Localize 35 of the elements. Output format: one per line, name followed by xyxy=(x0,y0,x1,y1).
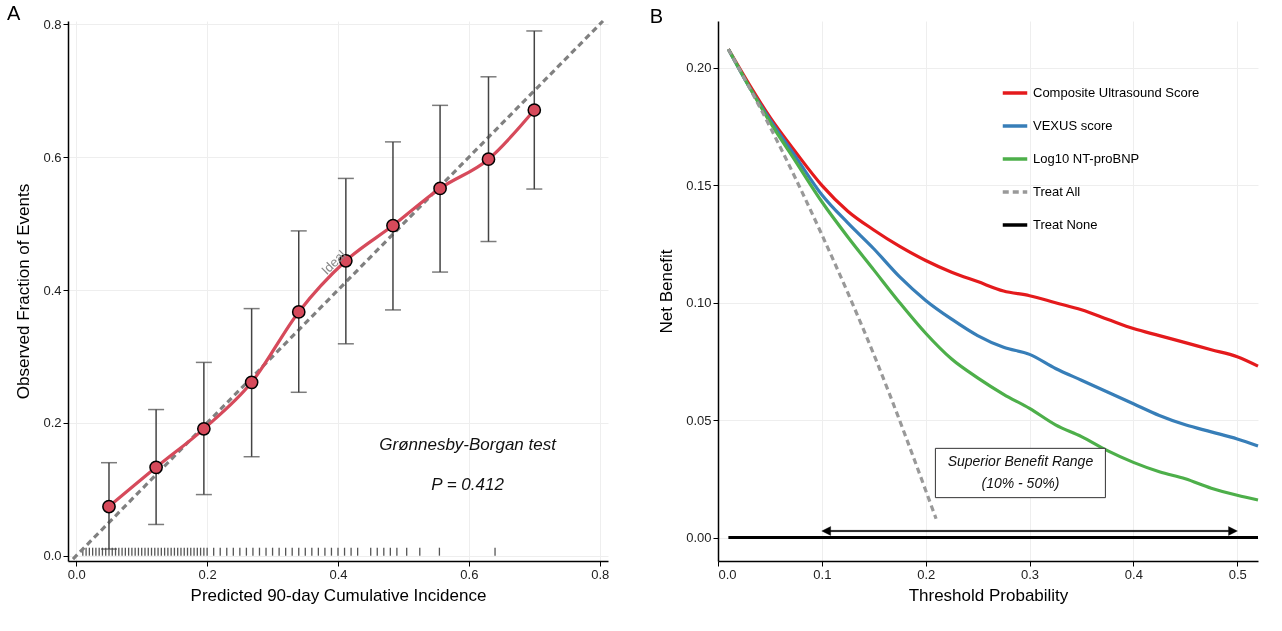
annotation: Superior Benefit Range (10% - 50%) xyxy=(947,453,1094,491)
y-axis-title: Observed Fraction of Events xyxy=(14,183,34,400)
x-tick-label: 0.4 xyxy=(329,566,348,582)
x-tick-label: 0.6 xyxy=(460,566,479,582)
y-tick-label: 0.8 xyxy=(43,16,62,32)
y-tick-label: 0.05 xyxy=(686,412,712,428)
y-tick-label: 0.2 xyxy=(43,415,62,431)
x-tick-label: 0.4 xyxy=(1124,566,1143,582)
y-tick-label: 0.6 xyxy=(43,149,62,165)
y-axis-title: Net Benefit xyxy=(657,249,677,334)
x-tick-label: 0.1 xyxy=(813,566,832,582)
annotation: Grønnesby-Borgan test xyxy=(379,434,558,454)
x-tick-label: 0.0 xyxy=(67,566,86,582)
x-tick-label: 0.5 xyxy=(1228,566,1247,582)
y-tick-label: 0.0 xyxy=(43,548,62,564)
x-axis-title: Predicted 90-day Cumulative Incidence xyxy=(190,585,487,605)
legend-label: Log10 NT-proBNP xyxy=(1033,151,1140,166)
x-tick-label: 0.0 xyxy=(718,566,737,582)
legend-label: Treat None xyxy=(1033,217,1098,232)
x-tick-label: 0.2 xyxy=(917,566,936,582)
y-tick-label: 0.10 xyxy=(686,295,712,311)
y-tick-label: 0.15 xyxy=(686,177,712,193)
annotation: P = 0.412 xyxy=(431,474,505,494)
y-tick-label: 0.4 xyxy=(43,282,62,298)
x-tick-label: 0.2 xyxy=(198,566,217,582)
chart-title: B xyxy=(649,5,664,27)
legend-label: VEXUS score xyxy=(1033,118,1113,133)
legend-label: Treat All xyxy=(1033,184,1081,199)
x-tick-label: 0.8 xyxy=(591,566,610,582)
legend-label: Composite Ultrasound Score xyxy=(1033,85,1200,100)
chart-title: A xyxy=(6,2,21,25)
x-tick-label: 0.3 xyxy=(1021,566,1040,582)
y-tick-label: 0.00 xyxy=(686,530,712,546)
x-axis-title: Threshold Probability xyxy=(908,585,1069,605)
y-tick-label: 0.20 xyxy=(686,60,712,76)
